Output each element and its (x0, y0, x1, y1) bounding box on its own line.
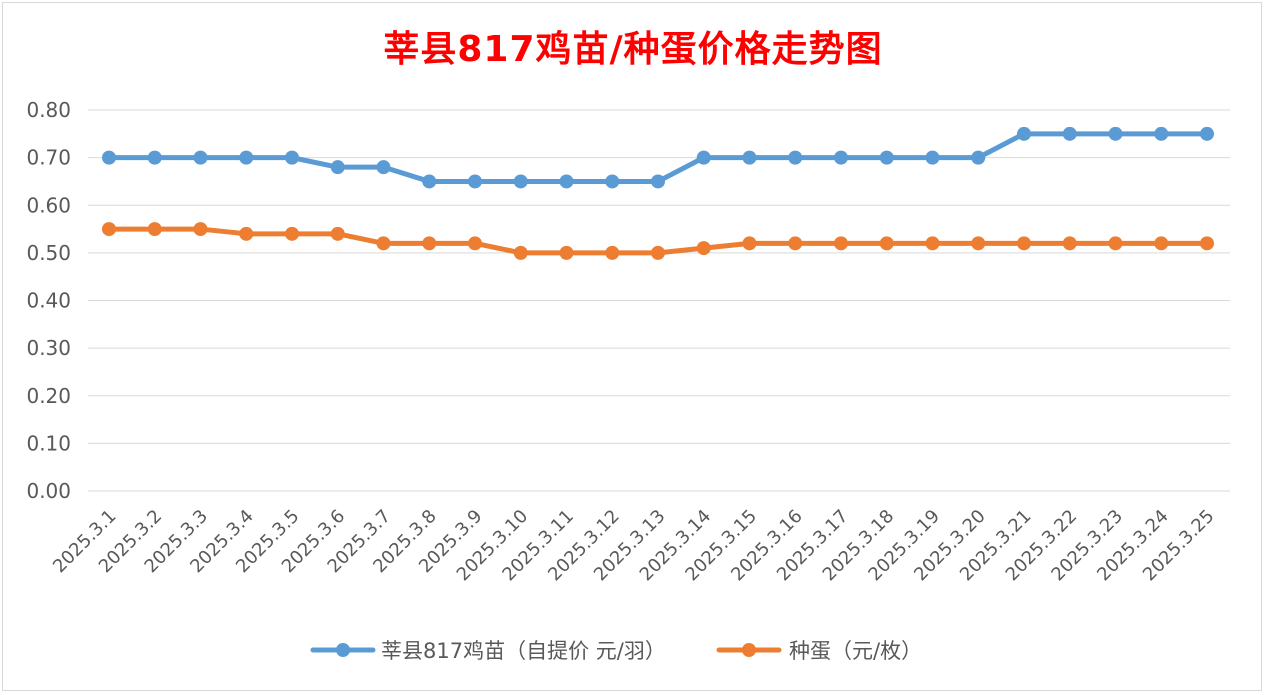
y-tick-label: 0.10 (26, 431, 71, 455)
data-point-series-1 (605, 245, 620, 260)
data-point-series-0 (971, 150, 986, 165)
data-point-series-0 (834, 150, 848, 165)
data-point-series-0 (1062, 126, 1077, 141)
data-point-series-0 (193, 150, 208, 165)
y-tick-label: 0.70 (26, 146, 71, 170)
data-point-series-0 (513, 174, 528, 189)
data-point-series-0 (376, 160, 391, 175)
data-point-series-0 (925, 150, 940, 165)
y-tick-label: 0.30 (26, 336, 71, 360)
data-point-series-1 (513, 245, 528, 260)
chart-title: 莘县817鸡苗/种蛋价格走势图 (383, 29, 883, 70)
data-point-series-0 (285, 150, 299, 165)
legend-swatch-marker-1 (742, 643, 756, 657)
data-point-series-1 (147, 222, 162, 237)
data-point-series-0 (605, 174, 620, 189)
data-point-series-1 (879, 236, 894, 251)
data-point-series-0 (1154, 126, 1169, 141)
data-point-series-1 (1200, 236, 1214, 251)
data-point-series-1 (971, 236, 986, 251)
gridlines (88, 109, 1230, 492)
data-point-series-1 (1062, 236, 1077, 251)
data-point-series-1 (468, 236, 482, 251)
legend: 莘县817鸡苗（自提价 元/羽） 种蛋（元/枚） (310, 639, 922, 663)
legend-label-1: 种蛋（元/枚） (789, 639, 922, 663)
y-tick-label: 0.40 (26, 289, 71, 313)
data-point-series-1 (330, 226, 345, 241)
data-point-series-1 (696, 241, 711, 256)
y-tick-label: 0.20 (26, 384, 71, 408)
data-point-series-0 (651, 174, 665, 189)
data-point-series-1 (102, 222, 116, 237)
data-point-series-0 (330, 160, 345, 175)
data-point-series-1 (834, 236, 848, 251)
series-lines (102, 126, 1214, 260)
data-point-series-0 (559, 174, 574, 189)
data-point-series-1 (1017, 236, 1031, 251)
y-axis-ticks: 0.00 0.10 0.20 0.30 0.40 0.50 0.60 0.70 0.80 (26, 98, 71, 503)
data-point-series-1 (1154, 236, 1169, 251)
data-point-series-0 (1108, 126, 1123, 141)
x-axis-ticks: 2025.3.12025.3.22025.3.32025.3.42025.3.5… (49, 506, 1219, 586)
data-point-series-0 (742, 150, 757, 165)
data-point-series-1 (193, 222, 208, 237)
y-tick-label: 0.60 (26, 193, 71, 217)
data-point-series-0 (239, 150, 254, 165)
data-point-series-0 (1017, 126, 1031, 141)
data-point-series-1 (742, 236, 757, 251)
legend-label-0: 莘县817鸡苗（自提价 元/羽） (381, 639, 666, 663)
data-point-series-1 (422, 236, 437, 251)
data-point-series-1 (1108, 236, 1123, 251)
legend-swatch-marker-0 (336, 643, 350, 657)
data-point-series-0 (788, 150, 803, 165)
y-tick-label: 0.00 (26, 479, 71, 503)
data-point-series-1 (651, 245, 665, 260)
data-point-series-0 (696, 150, 711, 165)
data-point-series-1 (788, 236, 803, 251)
y-tick-label: 0.50 (26, 241, 71, 265)
data-point-series-1 (376, 236, 391, 251)
data-point-series-1 (925, 236, 940, 251)
data-point-series-0 (879, 150, 894, 165)
data-point-series-0 (102, 150, 116, 165)
data-point-series-0 (1200, 126, 1214, 141)
data-point-series-0 (422, 174, 437, 189)
data-point-series-1 (559, 245, 574, 260)
data-point-series-0 (147, 150, 162, 165)
data-point-series-1 (285, 226, 299, 241)
data-point-series-1 (239, 226, 254, 241)
y-tick-label: 0.80 (26, 98, 71, 122)
data-point-series-0 (468, 174, 482, 189)
